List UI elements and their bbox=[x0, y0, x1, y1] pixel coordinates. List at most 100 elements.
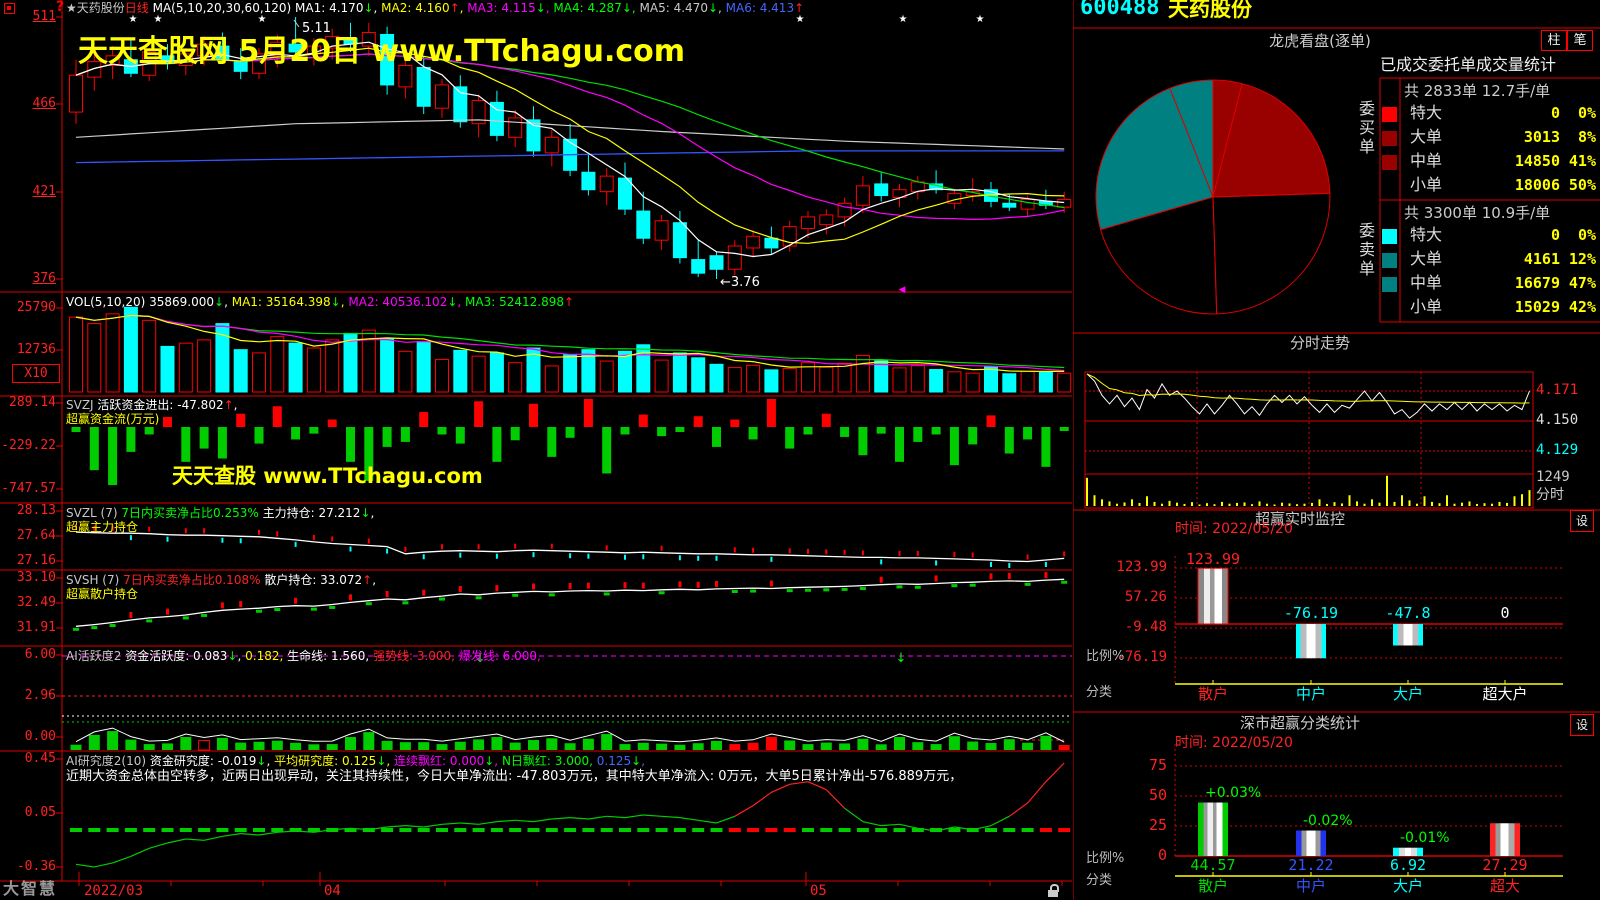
axis-tick-svsh: 33.10 bbox=[16, 570, 56, 585]
date-label: 04 bbox=[324, 883, 341, 899]
monitor-bar-value: -76.19 bbox=[1283, 604, 1339, 622]
shenshi-ytick: 0 bbox=[1157, 846, 1167, 864]
order-row-label: 小单 bbox=[1410, 175, 1443, 194]
axis-tick-svsh: 32.49 bbox=[16, 595, 56, 610]
shenshi-bar-category: 散户 bbox=[1197, 877, 1228, 895]
svsh-indicator-label: 超赢散户持仓 bbox=[66, 587, 139, 601]
svg-text:←3.76: ←3.76 bbox=[720, 275, 760, 290]
order-stats-title: 已成交委托单成交量统计 bbox=[1380, 55, 1557, 74]
watermark-banner: 天天查股网 5月20日 www.TTchagu.com bbox=[78, 34, 686, 69]
fenshi-price-label: 1249 bbox=[1536, 469, 1570, 485]
right-panel-canvas[interactable] bbox=[1073, 0, 1600, 900]
axis-tick-main: 421 bbox=[32, 184, 56, 199]
monitor-ytick: 123.99 bbox=[1116, 559, 1167, 575]
axis-tick-svzl: 28.13 bbox=[16, 503, 56, 518]
shenshi-bar-value: 6.92 bbox=[1389, 856, 1427, 874]
yanjiu-header: AI研究度2(10) 资金研究度: -0.019↓, 平均研究度: 0.125↓… bbox=[66, 754, 646, 768]
shenshi-settings-button[interactable]: 设 bbox=[1570, 714, 1594, 736]
svzl-indicator-label: 超赢主力持仓 bbox=[66, 520, 139, 534]
order-row-value: 15029 bbox=[1514, 298, 1560, 316]
kline-header: ★天药股份日线 MA(5,10,20,30,60,120) MA1: 4.170… bbox=[66, 1, 805, 15]
axis-tick-yanjiu: -0.36 bbox=[16, 859, 56, 874]
vol-header: VOL(5,10,20) 35869.000↓, MA1: 35164.398↓… bbox=[66, 295, 575, 309]
shenshi-bar-category: 大户 bbox=[1392, 877, 1423, 895]
axis-tick-vol: 25790 bbox=[16, 300, 56, 315]
order-row-pct: 0% bbox=[1577, 226, 1596, 244]
bar-mode-button[interactable]: 柱 bbox=[1541, 30, 1567, 51]
svg-text:↓: ↓ bbox=[475, 651, 486, 666]
brand-logo: 大智慧 bbox=[3, 879, 58, 898]
axis-tick-main: 466 bbox=[32, 96, 56, 111]
tick-mode-button[interactable]: 笔 bbox=[1567, 30, 1593, 51]
monitor-time: 时间: 2022/05/20 bbox=[1175, 521, 1293, 537]
shenshi-bar-category: 超大 bbox=[1489, 877, 1520, 895]
order-row-label: 大单 bbox=[1410, 127, 1443, 146]
order-row-value: 16679 bbox=[1514, 274, 1560, 292]
order-row-value: 0 bbox=[1550, 104, 1560, 122]
axis-tick-yanjiu: 0.05 bbox=[24, 805, 56, 820]
watermark-secondary: 天天查股 www.TTchagu.com bbox=[172, 464, 483, 488]
shenshi-ytick: 50 bbox=[1148, 786, 1167, 804]
shenshi-bar-value: 27.29 bbox=[1482, 856, 1528, 874]
monitor-settings-button[interactable]: 设 bbox=[1570, 510, 1594, 532]
monitor-ytick: 57.26 bbox=[1124, 589, 1167, 605]
order-row-label: 中单 bbox=[1410, 151, 1443, 170]
date-label: 05 bbox=[810, 883, 827, 899]
shenshi-title: 深市超赢分类统计 bbox=[1239, 714, 1360, 732]
order-row-swatch bbox=[1382, 107, 1397, 122]
shenshi-bar-category: 中户 bbox=[1295, 877, 1326, 895]
order-row-swatch bbox=[1382, 155, 1397, 170]
vol-unit-box: X10 bbox=[12, 364, 60, 383]
svg-text:★: ★ bbox=[796, 14, 805, 25]
stock-name[interactable]: 天药股份 bbox=[1168, 0, 1252, 21]
axis-tick-svzl: 27.16 bbox=[16, 553, 56, 568]
svsh-header: SVSH (7) 7日内买卖净占比0.108% 散户持仓: 33.072↑, bbox=[66, 573, 377, 587]
order-row-pct: 47% bbox=[1568, 274, 1596, 292]
svzl-header: SVZL (7) 7日内买卖净占比0.253% 主力持仓: 27.212↓, bbox=[66, 506, 375, 520]
monitor-bar-value: 0 bbox=[1500, 604, 1510, 622]
svg-text:★: ★ bbox=[899, 14, 908, 25]
yanjiu-message: 近期大资金总体由空转多，近两日出现异动，关注其持续性，今日大单净流出: -47.… bbox=[66, 769, 963, 784]
huoyue-header: AI活跃度2 资金活跃度: 0.083↓, 0.182, 生命线: 1.560,… bbox=[66, 649, 541, 663]
order-row-value: 18006 bbox=[1514, 176, 1560, 194]
left-charts-canvas[interactable]: ★ ★ ★ ★ ★ ★ 5.11 ←3.76 ◀ ↓ ↓ bbox=[0, 0, 1072, 900]
axis-tick-svzl: 27.64 bbox=[16, 528, 56, 543]
monitor-ytick: -9.48 bbox=[1124, 619, 1167, 635]
order-row-pct: 12% bbox=[1568, 250, 1596, 268]
shenshi-ytick: 25 bbox=[1148, 816, 1167, 834]
shenshi-bar-pct: -0.01% bbox=[1400, 829, 1450, 846]
order-row-pct: 42% bbox=[1568, 298, 1596, 316]
window-icon[interactable] bbox=[4, 3, 15, 14]
axis-tick-huoyue: 0.00 bbox=[24, 729, 56, 744]
monitor-ytick: -76.19 bbox=[1116, 649, 1167, 665]
axis-tick-svzj: -747.57 bbox=[1, 481, 56, 496]
svg-text:◀: ◀ bbox=[899, 285, 906, 295]
monitor-ratio-label: 比例% bbox=[1086, 649, 1125, 664]
longhu-title: 龙虎看盘(逐单) bbox=[1269, 32, 1371, 50]
fenshi-price-label: 分时 bbox=[1536, 487, 1564, 503]
shenshi-ytick: 75 bbox=[1148, 756, 1167, 774]
shenshi-class-label: 分类 bbox=[1086, 873, 1113, 888]
monitor-bar-value: -47.8 bbox=[1385, 604, 1431, 622]
monitor-bar-category: 超大户 bbox=[1482, 685, 1528, 703]
fenshi-price-label: 4.129 bbox=[1536, 442, 1579, 458]
axis-tick-svzj: 289.14 bbox=[9, 395, 56, 410]
shenshi-bar-value: 44.57 bbox=[1190, 856, 1236, 874]
order-row-swatch bbox=[1382, 253, 1397, 268]
fenshi-price-label: 4.171 bbox=[1536, 382, 1579, 398]
order-row-swatch bbox=[1382, 229, 1397, 244]
axis-tick-main: 511 bbox=[32, 9, 56, 24]
order-row-swatch bbox=[1382, 131, 1397, 146]
stock-code[interactable]: 600488 bbox=[1080, 0, 1160, 20]
monitor-class-label: 分类 bbox=[1086, 685, 1113, 700]
order-row-value: 0 bbox=[1550, 226, 1560, 244]
buy-orders-side-label: 委买单 bbox=[1356, 100, 1375, 157]
order-row-pct: 50% bbox=[1568, 176, 1596, 194]
axis-tick-vol: 12736 bbox=[16, 342, 56, 357]
svg-text:5.11: 5.11 bbox=[302, 21, 331, 36]
axis-tick-main: 376 bbox=[32, 271, 56, 286]
monitor-bar-value: 123.99 bbox=[1185, 550, 1241, 569]
svg-text:★: ★ bbox=[258, 14, 267, 25]
help-icon[interactable]: ? bbox=[56, 0, 65, 15]
